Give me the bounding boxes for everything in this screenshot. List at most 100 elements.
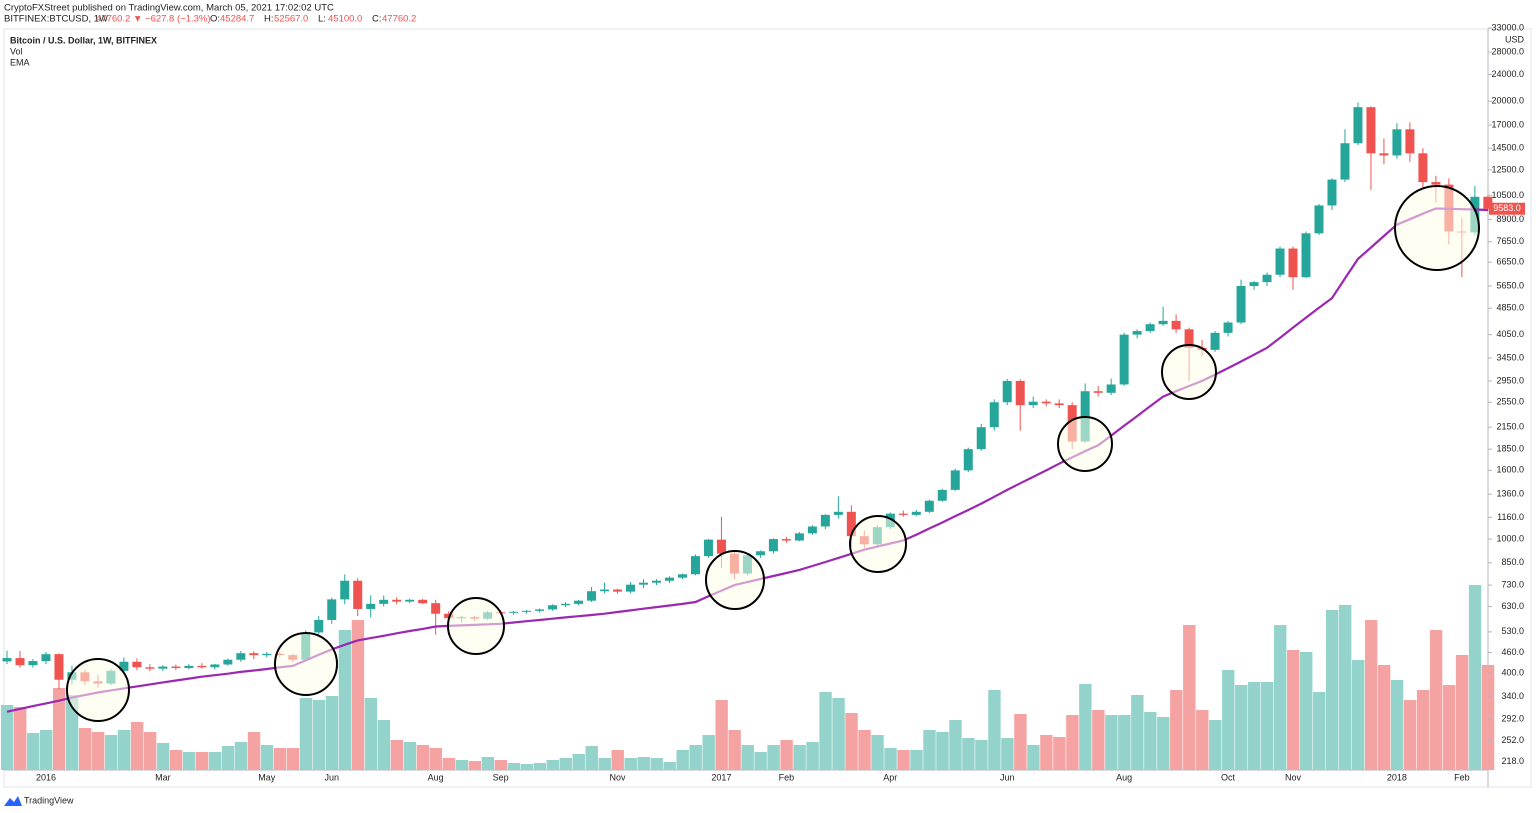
volume-bar <box>897 750 910 770</box>
candle-body <box>677 574 687 578</box>
volume-bar <box>299 698 313 770</box>
volume-bar <box>1248 682 1261 770</box>
volume-bar <box>351 620 365 770</box>
candle-body <box>690 556 700 575</box>
highlight-circle <box>849 515 907 573</box>
volume-bar <box>130 722 144 770</box>
volume-bar <box>559 758 572 770</box>
candle-body <box>587 591 597 601</box>
candle-body <box>781 539 791 541</box>
candle-body <box>703 539 713 557</box>
volume-bar <box>637 757 650 770</box>
candle-body <box>366 603 376 609</box>
candle-body <box>794 533 804 541</box>
volume-bar <box>819 692 832 770</box>
candle-body <box>1210 332 1220 350</box>
candle-body <box>846 511 856 537</box>
y-tick-label: 12500.0 <box>1491 164 1524 174</box>
volume-bar <box>702 735 715 770</box>
y-tick-label: 630.0 <box>1501 601 1524 611</box>
volume-bar <box>26 733 40 770</box>
volume-bar <box>936 732 949 770</box>
volume-bar <box>1300 652 1313 770</box>
last-price-badge <box>1489 202 1525 215</box>
volume-bar <box>221 746 235 770</box>
candle-body <box>1340 143 1350 180</box>
candle-body <box>509 611 519 613</box>
volume-bar <box>806 742 819 770</box>
candle-body <box>1002 380 1012 403</box>
ohlc-label: H: <box>264 14 274 25</box>
y-tick-label: 28000.0 <box>1491 46 1524 56</box>
volume-bar <box>390 740 404 770</box>
volume-bar <box>793 745 806 770</box>
brand: TradingView <box>24 795 74 805</box>
candle-body <box>1366 107 1376 154</box>
volume-bar <box>1261 682 1274 770</box>
y-tick-label: 10500.0 <box>1491 190 1524 200</box>
ohlc: O: 45284.7 H: 52567.0 L: 45100.0 C: 47760.2 <box>210 14 416 25</box>
candle-body <box>444 613 454 619</box>
y-tick-label: 17000.0 <box>1491 119 1524 129</box>
highlight-circle <box>1057 416 1113 472</box>
volume-bar <box>234 742 248 770</box>
highlight-circle <box>447 597 505 655</box>
y-tick-label: 33000.0 <box>1491 22 1524 32</box>
volume-bar <box>182 752 196 770</box>
y-tick-label: 6650.0 <box>1496 257 1524 267</box>
candle-body <box>41 654 51 662</box>
volume-bar <box>104 735 118 770</box>
volume-bar <box>143 732 157 770</box>
candle-body <box>1301 233 1311 278</box>
candle-body <box>1379 153 1389 156</box>
x-tick-label: Aug <box>1116 772 1132 782</box>
candle-body <box>1171 320 1181 330</box>
volume-bar <box>1287 650 1300 770</box>
volume-bar <box>949 720 962 770</box>
candle-body <box>1262 274 1272 283</box>
volume-bar <box>1170 690 1183 770</box>
symbol: BITFINEX:BTCUSD, 1W <box>4 14 108 25</box>
y-tick-label: 2150.0 <box>1496 422 1524 432</box>
candle-body <box>184 665 194 668</box>
candle-body <box>1041 401 1051 404</box>
y-tick-label: 7650.0 <box>1496 236 1524 246</box>
brand-logo <box>4 796 22 806</box>
volume-bar <box>858 730 871 770</box>
candle-body <box>392 599 402 602</box>
candle-body <box>820 514 830 527</box>
candle-body <box>171 666 181 668</box>
volume-bar <box>416 745 430 770</box>
candle-body <box>574 600 584 604</box>
candle-body <box>1106 384 1116 393</box>
candle-body <box>976 427 986 450</box>
volume-bar <box>260 745 274 770</box>
candle-body <box>937 489 947 501</box>
y-tick-label: 850.0 <box>1501 557 1524 567</box>
candle-body <box>418 599 428 604</box>
candle-body <box>431 603 441 614</box>
candle-body <box>652 580 661 583</box>
candle-body <box>1223 322 1233 333</box>
y-tick-label: 1600.0 <box>1496 465 1524 475</box>
y-tick-label: 252.0 <box>1501 735 1524 745</box>
candle-body <box>314 619 324 633</box>
candle-body <box>535 609 545 611</box>
volume-bar <box>1468 585 1482 770</box>
y-tick-label: 340.0 <box>1501 691 1524 701</box>
candle-body <box>1327 179 1337 206</box>
volume-bar <box>1364 620 1378 770</box>
volume-bar <box>715 700 728 770</box>
candle-body <box>1483 196 1493 209</box>
y-tick-label: 1850.0 <box>1496 444 1524 454</box>
candle-body <box>1015 380 1025 406</box>
volume-bar <box>598 758 611 770</box>
volume-bar <box>962 738 975 770</box>
candle-body <box>1392 129 1402 156</box>
candle-body <box>1158 320 1168 325</box>
volume-bar <box>923 730 936 770</box>
y-tick-label: 20000.0 <box>1491 96 1524 106</box>
volume-bar <box>1235 685 1248 770</box>
volume-bar <box>1040 735 1053 770</box>
candle-body <box>1028 401 1038 406</box>
